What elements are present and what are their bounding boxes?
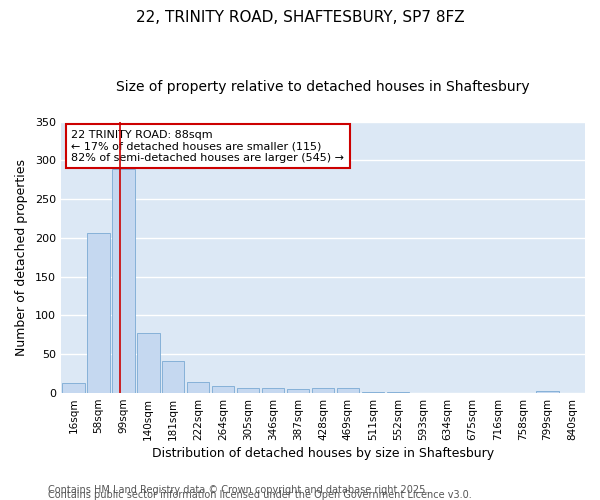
Bar [112,169,134,393]
Bar [262,388,284,393]
Text: Contains public sector information licensed under the Open Government Licence v3: Contains public sector information licen… [48,490,472,500]
X-axis label: Distribution of detached houses by size in Shaftesbury: Distribution of detached houses by size … [152,447,494,460]
Text: Contains HM Land Registry data © Crown copyright and database right 2025.: Contains HM Land Registry data © Crown c… [48,485,428,495]
Bar [287,389,309,393]
Bar [212,386,235,393]
Title: Size of property relative to detached houses in Shaftesbury: Size of property relative to detached ho… [116,80,530,94]
Bar [187,382,209,393]
Bar [237,388,259,393]
Bar [162,362,184,393]
Bar [386,392,409,393]
Bar [337,388,359,393]
Bar [536,390,559,393]
Y-axis label: Number of detached properties: Number of detached properties [15,159,28,356]
Bar [137,334,160,393]
Bar [362,392,384,393]
Bar [62,383,85,393]
Bar [87,234,110,393]
Text: 22, TRINITY ROAD, SHAFTESBURY, SP7 8FZ: 22, TRINITY ROAD, SHAFTESBURY, SP7 8FZ [136,10,464,25]
Bar [312,388,334,393]
Text: 22 TRINITY ROAD: 88sqm
← 17% of detached houses are smaller (115)
82% of semi-de: 22 TRINITY ROAD: 88sqm ← 17% of detached… [71,130,344,163]
